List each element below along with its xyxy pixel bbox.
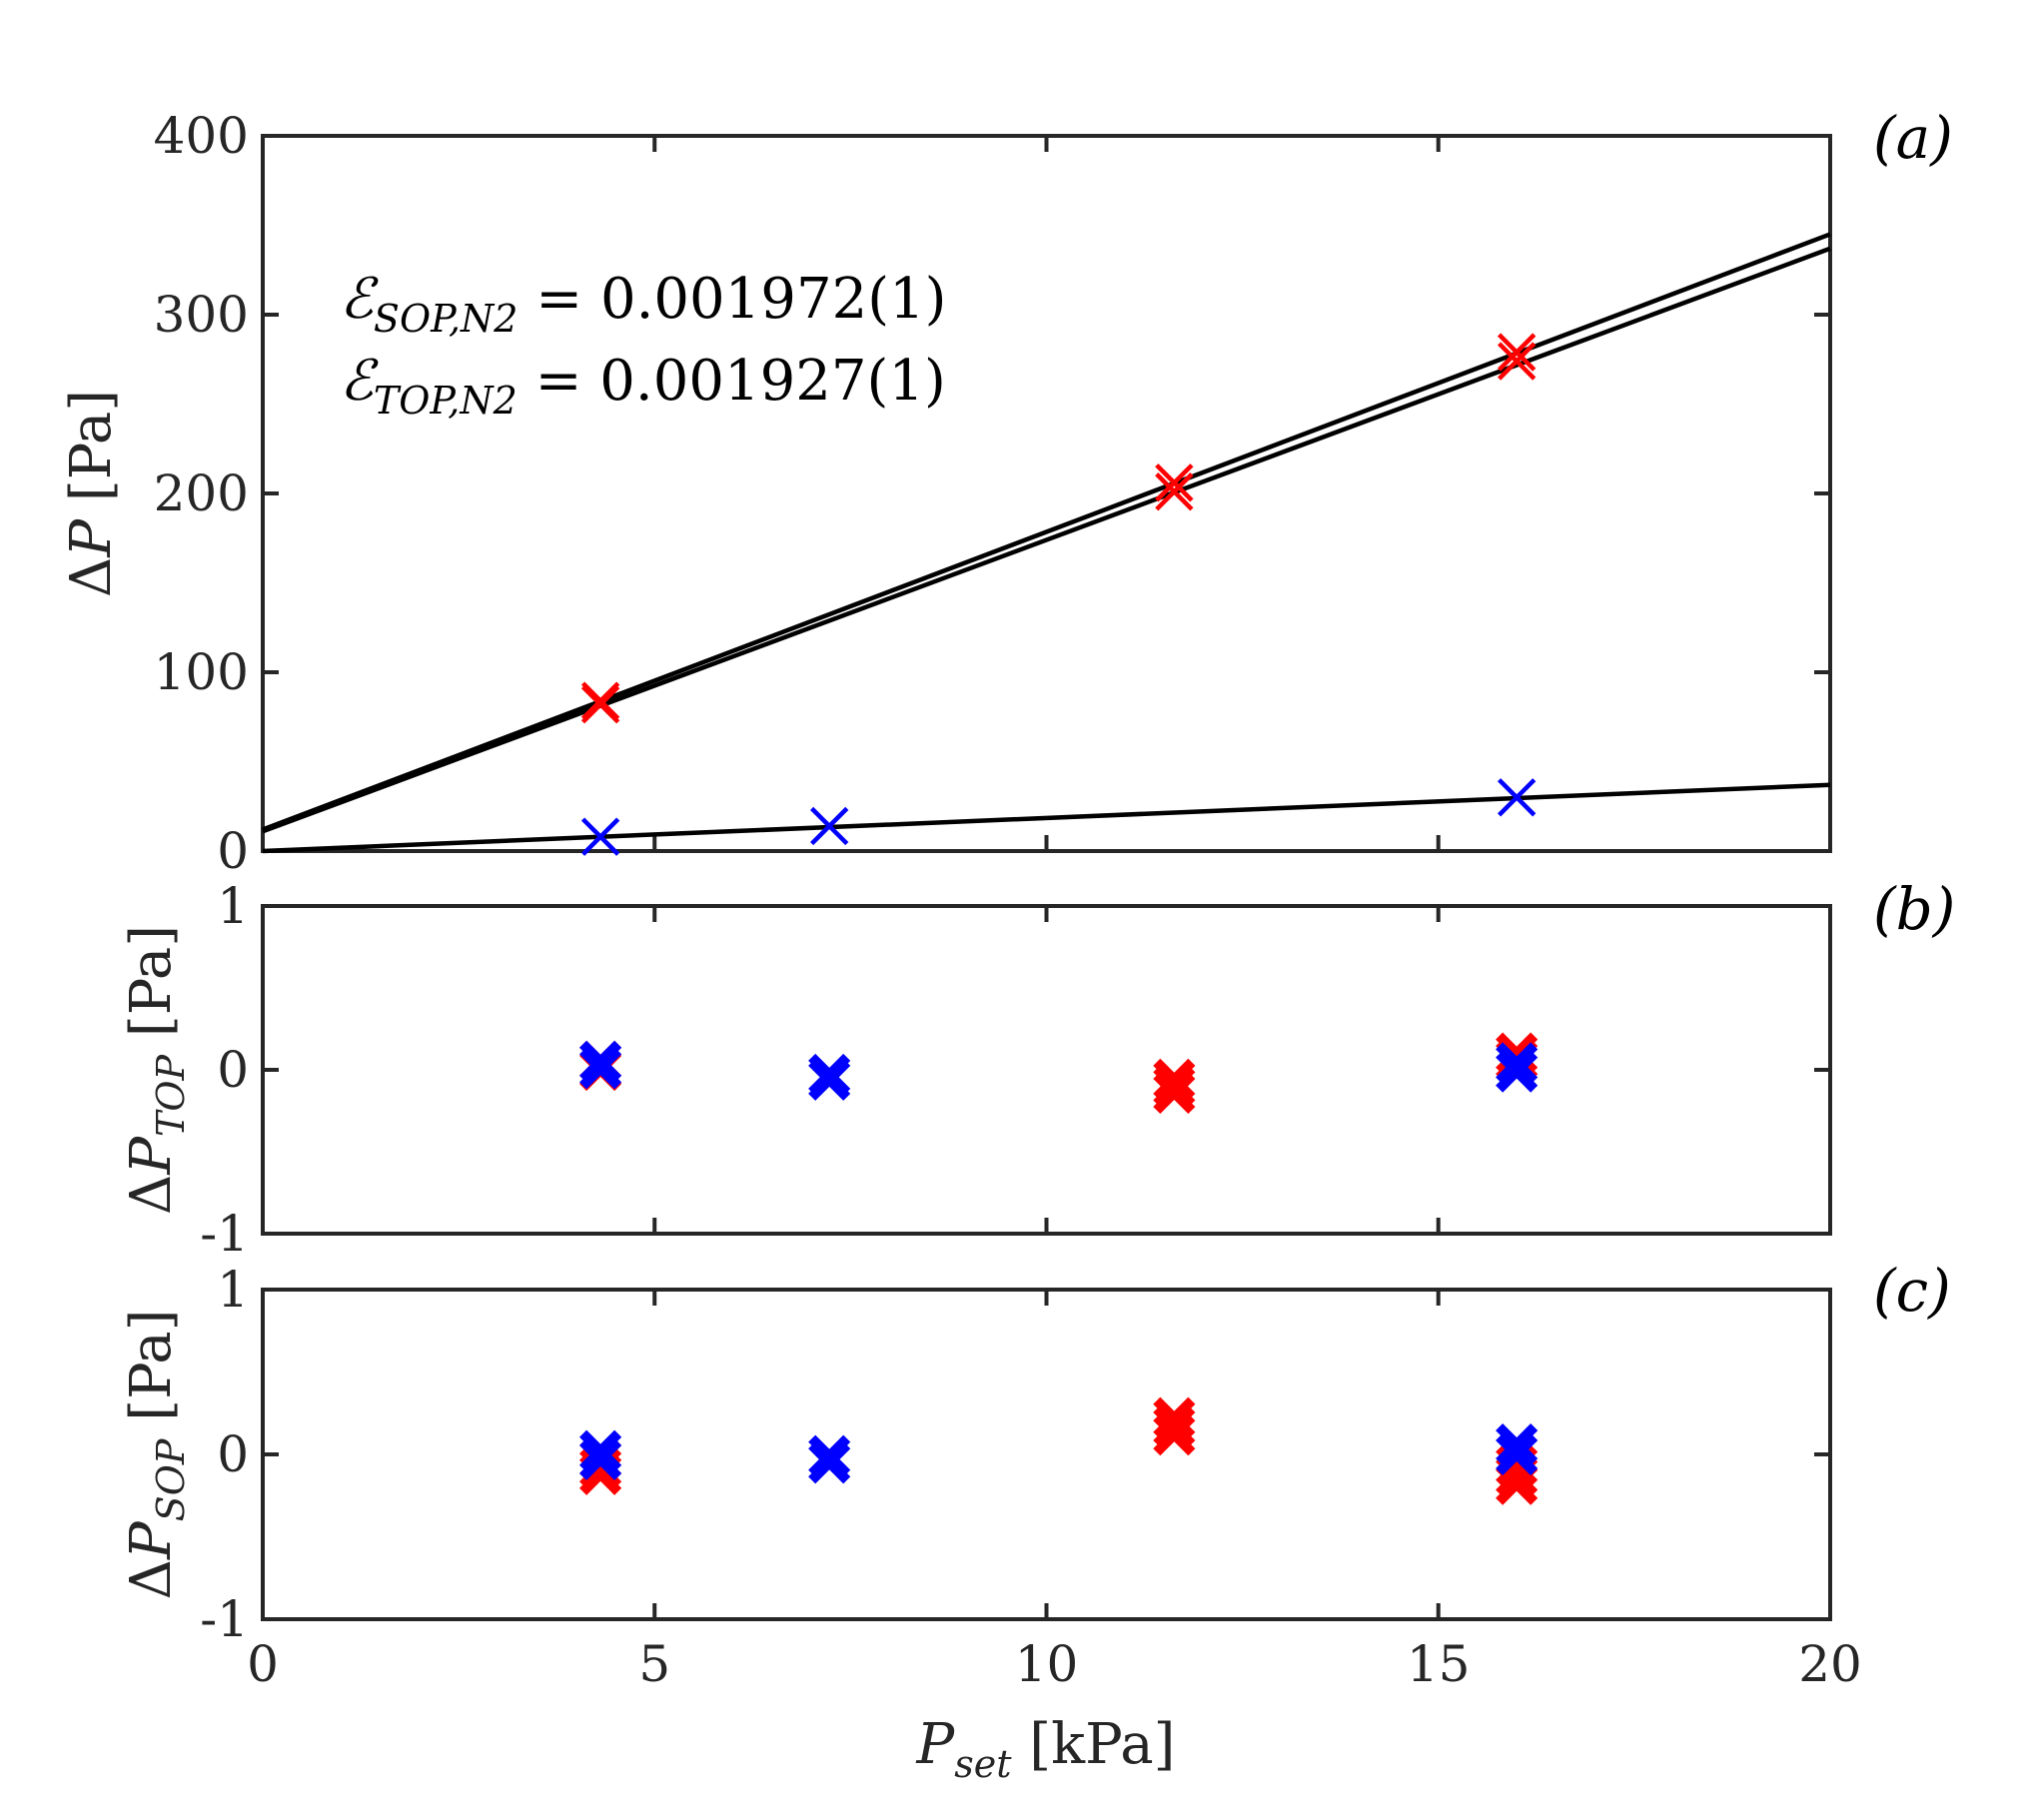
y-label-c-p: P [119,1520,184,1560]
marker-blue-a [1498,778,1536,817]
annotation-sop-value: = 0.001972(1) [517,267,946,332]
marker-red-c [1153,1396,1196,1439]
marker-blue-c [808,1441,851,1484]
marker-red-c [1153,1404,1196,1448]
y-label-c-sub: SOP [149,1437,193,1521]
marker-blue-c [579,1437,622,1481]
marker-red-a [1155,463,1194,502]
y-tick-label-a: 300 [154,286,249,344]
marker-red-a [1155,472,1194,511]
marker-blue-b [1496,1050,1538,1093]
marker-blue-c [1496,1423,1538,1466]
marker-red-a [580,681,620,720]
fit-line-fit-upper-2 [262,246,1831,834]
panel-b-frame [261,904,1832,1236]
y-tick-label-a: 100 [154,643,249,701]
y-label-a-delta: Δ [59,557,124,597]
marker-red-a [580,685,620,724]
y-label-b-delta: Δ [119,1175,184,1215]
fit-line-fit-upper-1 [262,232,1831,832]
x-label-p: P [916,1712,956,1777]
marker-red-c [1496,1462,1538,1505]
annotation-top: ℰTOP,N2 = 0.001927(1) [340,349,946,423]
annotation-sop: ℰSOP,N2 = 0.001972(1) [340,267,947,341]
marker-blue-b [1496,1042,1538,1085]
y-tick-label-a: 0 [217,822,249,880]
y-label-a-p: P [59,518,124,558]
marker-blue-b [579,1047,622,1090]
data-markers [579,333,1538,1505]
y-tick-label-c: 0 [217,1425,249,1483]
y-label-c-delta: Δ [119,1559,184,1599]
panel-label-b: (b) [1873,875,1955,943]
annotation-sop-subscript: SOP,N2 [374,297,518,341]
y-tick-label-c: 1 [217,1261,249,1319]
y-label-a-unit: [Pa] [59,390,124,519]
x-tick-label: 0 [247,1635,279,1693]
x-tick-label: 10 [1015,1635,1079,1693]
panel-label-a: (a) [1873,104,1953,172]
annotation-top-subscript: TOP,N2 [374,379,517,423]
annotation-top-symbol: ℰ [340,349,379,414]
y-tick-label-b: 1 [217,877,249,935]
y-axis-label-b: ΔPTOP [Pa] [119,925,193,1215]
y-tick-label-b: -1 [200,1205,249,1263]
panel-label-c: (c) [1873,1257,1951,1325]
y-label-b-sub: TOP [149,1053,193,1136]
y-axis-label-c: ΔPSOP [Pa] [119,1310,193,1600]
y-tick-label-a: 200 [154,464,249,522]
marker-red-a [1498,342,1536,381]
y-label-c-unit: [Pa] [119,1310,184,1439]
marker-blue-c [1496,1432,1538,1476]
marker-blue-c [579,1429,622,1472]
fit-lines [262,232,1831,854]
y-axis-label-a: ΔP [Pa] [59,390,124,597]
x-tick-label: 15 [1407,1635,1471,1693]
annotation-top-value: = 0.001927(1) [517,349,946,414]
marker-blue-a [580,817,620,856]
axis-ticks [261,134,1832,1621]
y-tick-label-b: 0 [217,1041,249,1099]
x-tick-label: 20 [1798,1635,1862,1693]
x-label-sub: set [954,1742,1012,1786]
y-label-b-unit: [Pa] [119,925,184,1055]
panel-c-frame [261,1288,1832,1621]
marker-blue-b [808,1058,851,1101]
x-tick-label: 5 [638,1635,670,1693]
marker-red-a [1498,333,1536,372]
y-tick-label-a: 400 [154,107,249,165]
marker-blue-a [810,806,849,846]
marker-red-b [1153,1071,1196,1115]
x-label-unit: [kPa] [1011,1712,1175,1777]
fit-line-fit-lower [262,782,1831,854]
x-axis-label: Pset [kPa] [916,1712,1176,1786]
y-label-b-p: P [119,1136,184,1176]
y-tick-label-c: -1 [200,1590,249,1648]
annotation-sop-symbol: ℰ [340,267,379,332]
